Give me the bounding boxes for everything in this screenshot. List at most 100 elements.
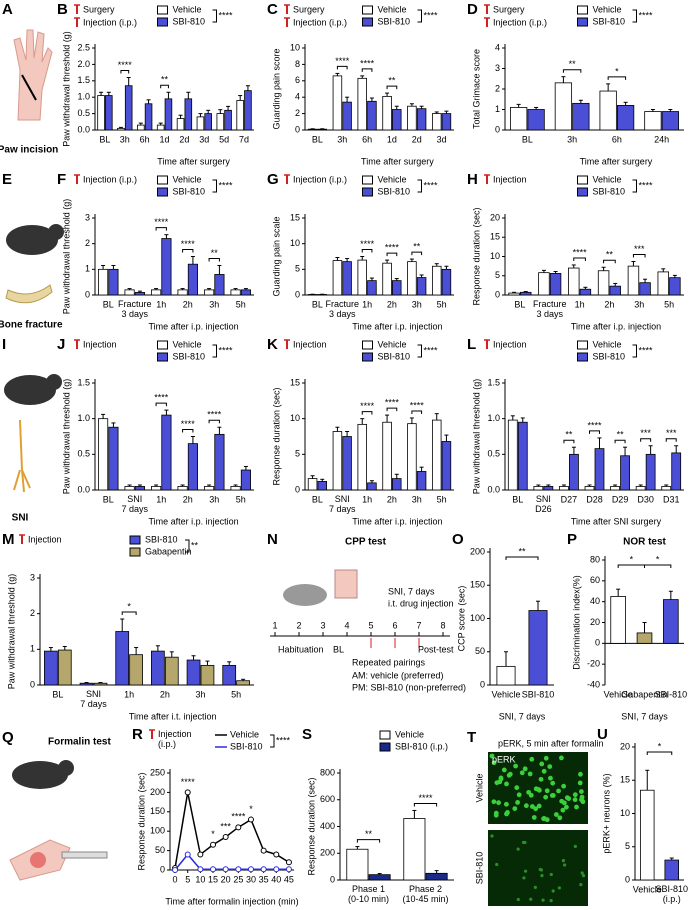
illustration-label: Paw incision — [0, 145, 58, 156]
y-tick-label: 50 — [155, 845, 165, 855]
cell — [515, 800, 520, 805]
significance-label: * — [630, 554, 634, 564]
panel-letter: N — [267, 531, 278, 548]
row-label: SBI-810 — [474, 852, 484, 885]
legend-bracket — [417, 9, 422, 23]
cell — [557, 815, 563, 821]
cell — [579, 883, 583, 887]
bar — [97, 95, 105, 131]
significance-label: * — [211, 829, 215, 839]
x-tick-label: Phase 1 (0-10 min) — [348, 884, 389, 904]
point — [210, 841, 217, 848]
legend-swatch — [157, 5, 168, 15]
cell — [572, 792, 578, 798]
legend-bracket — [212, 344, 217, 358]
cell — [522, 766, 528, 772]
cell — [580, 871, 584, 875]
x-tick-label: 2h — [160, 689, 170, 699]
marker-label: Injection — [83, 339, 117, 349]
marker-label: Injection (i.p.) — [293, 17, 347, 27]
legend-swatch — [362, 17, 373, 27]
x-tick-label: SBI-810 (i.p.) — [655, 884, 688, 904]
cell — [514, 785, 520, 791]
cell — [563, 804, 569, 810]
bar — [382, 262, 392, 296]
bar — [137, 124, 145, 131]
bar — [177, 289, 188, 296]
bar — [164, 98, 173, 131]
point — [197, 866, 204, 873]
cell — [540, 874, 544, 878]
y-tick-label: 0 — [30, 679, 35, 689]
bar — [508, 292, 520, 296]
cell — [516, 897, 520, 902]
bar — [543, 486, 554, 491]
significance-bracket — [155, 402, 167, 407]
panel-letter: T — [467, 729, 476, 746]
panel-letter: A — [2, 1, 13, 18]
x-tick-label: 3h — [337, 134, 347, 144]
panel-letter: P — [567, 531, 577, 548]
cell — [544, 788, 550, 794]
bar — [392, 280, 402, 296]
x-tick-label: 3d — [199, 134, 209, 144]
bar — [616, 105, 635, 131]
cell — [504, 801, 509, 807]
legend-swatch — [577, 340, 588, 350]
cell — [527, 771, 533, 777]
marker-label: Injection — [493, 339, 527, 349]
x-tick-label: 3h — [209, 299, 219, 309]
legend-label: Vehicle — [395, 729, 424, 739]
cell — [504, 781, 509, 787]
bar — [538, 272, 550, 296]
y-tick-label: -20 — [587, 659, 600, 669]
mouse-drawing — [12, 761, 68, 789]
line — [174, 853, 289, 871]
bar — [635, 486, 646, 491]
y-tick-label: 0.5 — [77, 449, 90, 459]
x-tick-label: 20 — [221, 874, 231, 884]
y-axis-label: Paw withdrawal threshold (g) — [61, 31, 71, 147]
bar — [610, 596, 626, 644]
significance-bracket — [411, 251, 423, 256]
bar — [108, 268, 119, 296]
y-tick-label: 0 — [295, 484, 300, 494]
micrograph — [488, 830, 588, 906]
legend-label: SBI-810 — [145, 534, 178, 544]
panel-letter: B — [57, 1, 68, 18]
y-tick-label: 1.0 — [77, 413, 90, 423]
day-label: 4 — [344, 620, 349, 630]
panel-letter: S — [302, 726, 312, 743]
cell — [579, 794, 585, 800]
significance-label: ** — [518, 546, 526, 556]
paw-drawing — [13, 29, 53, 121]
point — [247, 816, 254, 823]
cell — [512, 806, 518, 811]
x-tick-label: BL — [52, 689, 63, 699]
y-tick-label: 0 — [160, 864, 165, 874]
x-tick-label: D31 — [663, 494, 680, 504]
marker-label: Injection — [28, 534, 62, 544]
significance-bracket — [640, 438, 652, 442]
x-tick-label: 3d — [437, 134, 447, 144]
marker-label: Injection (i.p.) — [493, 17, 547, 27]
significance-label: **** — [360, 239, 375, 249]
y-tick-label: 5 — [295, 264, 300, 274]
bar — [533, 486, 544, 491]
legend-swatch — [577, 187, 588, 197]
x-tick-label: 2h — [183, 494, 193, 504]
cell — [549, 899, 553, 903]
point — [235, 866, 242, 873]
injection-site — [30, 852, 46, 868]
bar — [317, 128, 328, 131]
bar — [332, 260, 343, 296]
y-tick-label: 0 — [495, 289, 500, 299]
legend-label: Vehicle — [378, 339, 407, 349]
pairing-label: PM: SBI-810 (non-preferred) — [352, 682, 466, 692]
x-tick-label: D30 — [637, 494, 654, 504]
phase-label: Post-test — [418, 644, 454, 654]
point — [247, 866, 254, 873]
phase-label: Habituation — [278, 644, 324, 654]
legend-swatch — [379, 742, 391, 752]
day-label: 3 — [320, 620, 325, 630]
